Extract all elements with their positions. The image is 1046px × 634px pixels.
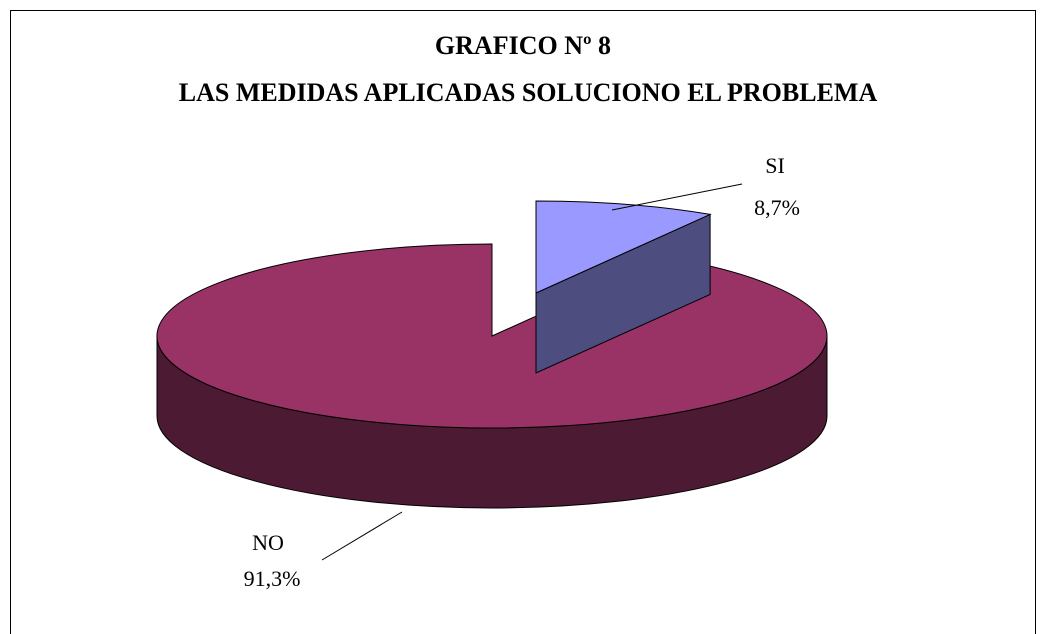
chart-subtitle: LAS MEDIDAS APLICADAS SOLUCIONO EL PROBL… (179, 78, 878, 107)
slice-value-label: 91,3% (244, 566, 301, 591)
leader-line (611, 183, 743, 211)
slice-label: SI (765, 153, 785, 178)
leader-line (321, 511, 403, 561)
pie (156, 200, 828, 509)
slice-value-label: 8,7% (754, 195, 800, 220)
slice (156, 243, 828, 429)
slice-label: NO (252, 530, 284, 555)
slice (535, 200, 712, 294)
chart-title: GRAFICO Nº 8 (435, 31, 611, 60)
